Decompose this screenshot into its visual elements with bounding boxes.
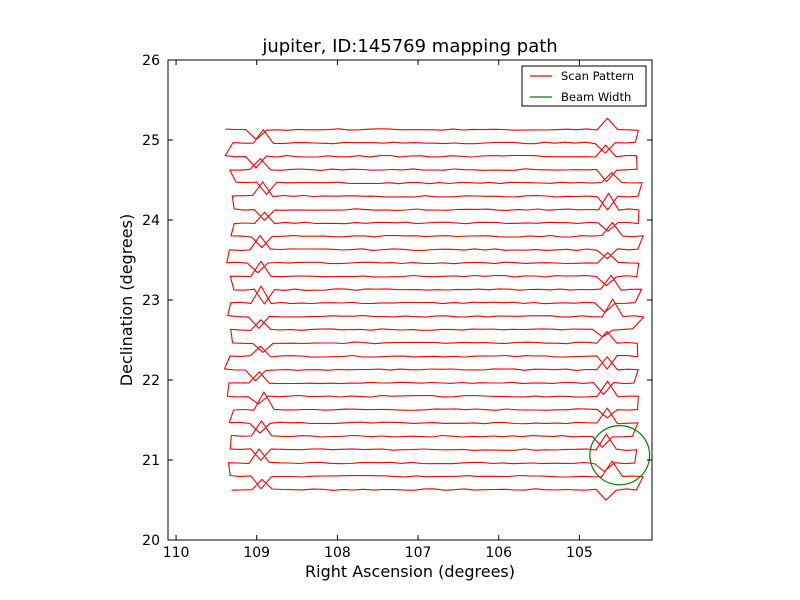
- plot-data: [223, 117, 651, 501]
- x-tick-label: 109: [243, 545, 270, 561]
- y-axis-label: Declination (degrees): [117, 214, 136, 386]
- x-axis: 110 109 108 107 106 105: [163, 60, 593, 561]
- y-tick-label: 20: [142, 533, 160, 549]
- y-tick-label: 22: [142, 373, 160, 389]
- chart-title: jupiter, ID:145769 mapping path: [261, 36, 557, 57]
- y-tick-label: 24: [142, 213, 160, 229]
- y-tick-label: 21: [142, 453, 160, 469]
- x-tick-label: 108: [324, 545, 351, 561]
- x-axis-label: Right Ascension (degrees): [305, 562, 515, 581]
- x-tick-label: 107: [405, 545, 432, 561]
- legend: Scan Pattern Beam Width: [521, 65, 647, 107]
- x-tick-label: 110: [163, 545, 190, 561]
- x-tick-label: 106: [485, 545, 512, 561]
- beam-width-circle: [589, 425, 651, 486]
- x-tick-label: 105: [566, 545, 593, 561]
- y-axis: 20 21 22 23 24 25 26: [142, 53, 652, 549]
- y-tick-label: 23: [142, 293, 160, 309]
- legend-label-beam-width: Beam Width: [561, 90, 631, 104]
- legend-label-scan-pattern: Scan Pattern: [561, 69, 634, 83]
- legend-box: [521, 65, 647, 107]
- scan-pattern-line: [223, 117, 645, 501]
- y-tick-label: 26: [142, 53, 160, 69]
- y-tick-label: 25: [142, 133, 160, 149]
